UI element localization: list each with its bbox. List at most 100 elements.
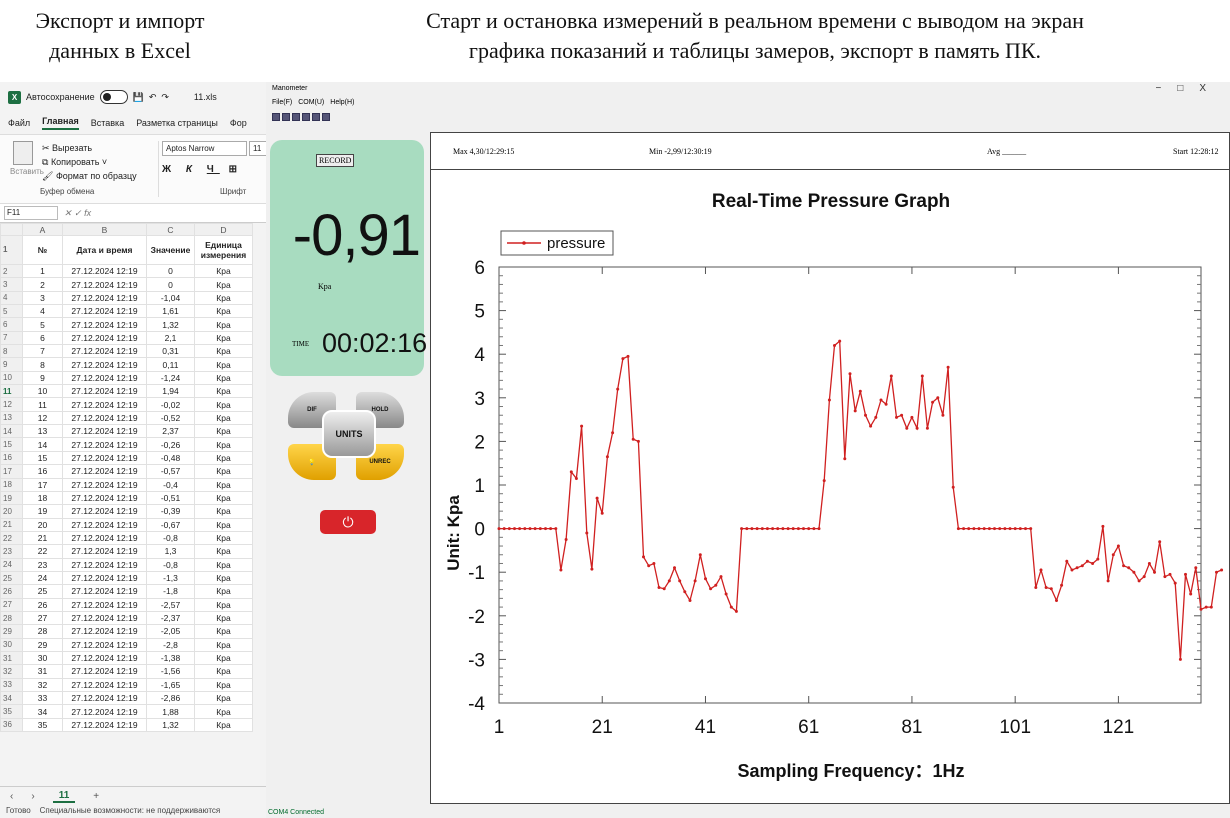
cell-unit[interactable]: Кра xyxy=(194,290,253,306)
cell-value[interactable]: -0,67 xyxy=(146,517,195,532)
cell-datetime[interactable]: 27.12.2024 12:19 xyxy=(62,517,147,532)
cell-datetime[interactable]: 27.12.2024 12:19 xyxy=(62,477,147,492)
paste-button[interactable]: Вставить xyxy=(10,141,44,176)
cell-unit[interactable]: Кра xyxy=(194,263,253,279)
row-number[interactable]: 32 xyxy=(0,664,23,679)
cell-number[interactable]: 35 xyxy=(22,717,63,733)
cell-unit[interactable]: Кра xyxy=(194,610,253,626)
cell-number[interactable]: 7 xyxy=(22,344,63,359)
cell-number[interactable]: 29 xyxy=(22,637,63,652)
cell-value[interactable]: -0,52 xyxy=(146,410,195,426)
row-number[interactable]: 3 xyxy=(0,277,23,292)
cell-number[interactable]: 1 xyxy=(22,263,63,279)
tab-page-layout[interactable]: Разметка страницы xyxy=(136,118,218,128)
row-number[interactable]: 12 xyxy=(0,397,23,412)
cell-unit[interactable]: Кра xyxy=(194,517,253,532)
cell-datetime[interactable]: 27.12.2024 12:19 xyxy=(62,637,147,652)
cell-unit[interactable]: Кра xyxy=(194,437,253,452)
row-number[interactable]: 16 xyxy=(0,450,23,466)
row-number[interactable]: 17 xyxy=(0,464,23,479)
cell-number[interactable]: 18 xyxy=(22,490,63,506)
sheet-tab[interactable]: 11 xyxy=(52,790,76,803)
row-number[interactable]: 11 xyxy=(0,384,23,399)
cell-unit[interactable]: Кра xyxy=(194,664,253,679)
tab-insert[interactable]: Вставка xyxy=(90,118,125,128)
cell-number[interactable]: 16 xyxy=(22,464,63,479)
cell-datetime[interactable]: 27.12.2024 12:19 xyxy=(62,677,147,693)
cell-unit[interactable]: Кра xyxy=(194,464,253,479)
cell-datetime[interactable]: 27.12.2024 12:19 xyxy=(62,344,147,359)
cell-number[interactable]: 8 xyxy=(22,357,63,372)
cell-value[interactable]: -1,56 xyxy=(146,664,195,679)
cell-number[interactable]: 12 xyxy=(22,410,63,426)
cell-value[interactable]: -2,57 xyxy=(146,597,195,612)
cell-unit[interactable]: Кра xyxy=(194,384,253,399)
header-cell[interactable]: Дата и время xyxy=(62,235,147,265)
row-number[interactable]: 36 xyxy=(0,717,23,733)
cell-unit[interactable]: Кра xyxy=(194,504,253,519)
font-name-select[interactable]: Aptos Narrow xyxy=(162,141,247,156)
cell-number[interactable]: 3 xyxy=(22,290,63,306)
cell-datetime[interactable]: 27.12.2024 12:19 xyxy=(62,290,147,306)
menu-com[interactable]: COM(U) xyxy=(298,99,325,106)
tab-formulas[interactable]: Фор xyxy=(229,118,247,128)
cell-unit[interactable]: Кра xyxy=(194,637,253,652)
cell-unit[interactable]: Кра xyxy=(194,690,253,706)
cell-number[interactable]: 26 xyxy=(22,597,63,612)
cell-datetime[interactable]: 27.12.2024 12:19 xyxy=(62,304,147,319)
row-number[interactable]: 34 xyxy=(0,690,23,706)
cell-number[interactable]: 22 xyxy=(22,544,63,559)
units-button[interactable]: UNITS xyxy=(322,410,376,458)
row-number[interactable]: 30 xyxy=(0,637,23,652)
row-number[interactable]: 21 xyxy=(0,517,23,532)
cell-unit[interactable]: Кра xyxy=(194,277,253,292)
cell-unit[interactable]: Кра xyxy=(194,490,253,506)
cell-unit[interactable]: Кра xyxy=(194,570,253,586)
cell-value[interactable]: 0,11 xyxy=(146,357,195,372)
column-header[interactable]: B xyxy=(62,223,147,236)
cell-number[interactable]: 27 xyxy=(22,610,63,626)
cell-unit[interactable]: Кра xyxy=(194,450,253,466)
cell-datetime[interactable]: 27.12.2024 12:19 xyxy=(62,450,147,466)
cell-number[interactable]: 5 xyxy=(22,317,63,332)
cell-value[interactable]: 1,88 xyxy=(146,704,195,719)
cell-datetime[interactable]: 27.12.2024 12:19 xyxy=(62,544,147,559)
cell-unit[interactable]: Кра xyxy=(194,344,253,359)
cell-datetime[interactable]: 27.12.2024 12:19 xyxy=(62,664,147,679)
autosave-toggle[interactable] xyxy=(99,90,128,104)
tab-file[interactable]: Файл xyxy=(8,118,31,128)
cell-value[interactable]: -1,3 xyxy=(146,570,195,586)
undo-icon[interactable]: ↶ xyxy=(148,91,157,102)
cell-number[interactable]: 23 xyxy=(22,557,63,572)
cell-datetime[interactable]: 27.12.2024 12:19 xyxy=(62,490,147,506)
cell-datetime[interactable]: 27.12.2024 12:19 xyxy=(62,437,147,452)
cell-number[interactable]: 20 xyxy=(22,517,63,532)
cell-unit[interactable]: Кра xyxy=(194,410,253,426)
cell-datetime[interactable]: 27.12.2024 12:19 xyxy=(62,464,147,479)
cell-unit[interactable]: Кра xyxy=(194,597,253,612)
column-header[interactable]: C xyxy=(146,223,195,236)
cell-number[interactable]: 24 xyxy=(22,570,63,586)
cell-unit[interactable]: Кра xyxy=(194,304,253,319)
cell-number[interactable]: 10 xyxy=(22,384,63,399)
cell-datetime[interactable]: 27.12.2024 12:19 xyxy=(62,717,147,733)
cell-value[interactable]: 1,32 xyxy=(146,717,195,733)
cell-value[interactable]: -0,48 xyxy=(146,450,195,466)
cell-datetime[interactable]: 27.12.2024 12:19 xyxy=(62,330,147,346)
row-number[interactable]: 35 xyxy=(0,704,23,719)
cell-datetime[interactable]: 27.12.2024 12:19 xyxy=(62,277,147,292)
cell-number[interactable]: 31 xyxy=(22,664,63,679)
cell-number[interactable]: 28 xyxy=(22,624,63,639)
tab-home[interactable]: Главная xyxy=(42,116,79,130)
cell-datetime[interactable]: 27.12.2024 12:19 xyxy=(62,317,147,332)
cell-value[interactable]: 1,61 xyxy=(146,304,195,319)
header-cell[interactable]: Единица измерения xyxy=(194,235,253,265)
cell-number[interactable]: 11 xyxy=(22,397,63,412)
row-number[interactable]: 2 xyxy=(0,263,23,279)
cell-unit[interactable]: Кра xyxy=(194,557,253,572)
menu-help[interactable]: Help(H) xyxy=(330,99,355,106)
window-controls[interactable]: −□X xyxy=(1155,83,1222,94)
cell-number[interactable]: 30 xyxy=(22,650,63,666)
save-icon[interactable]: 💾 xyxy=(132,91,144,102)
row-number[interactable]: 25 xyxy=(0,570,23,586)
